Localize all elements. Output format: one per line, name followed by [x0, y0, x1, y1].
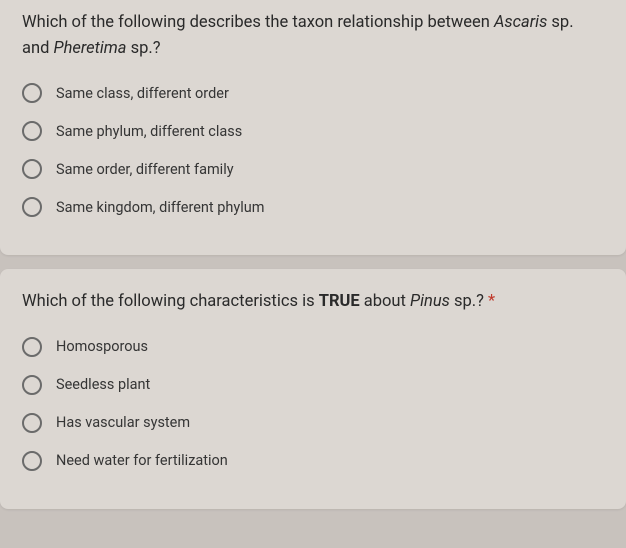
option-label: Has vascular system — [56, 414, 190, 431]
option-row[interactable]: Same class, different order — [22, 83, 604, 103]
prompt-part: about — [360, 292, 410, 311]
option-label: Same class, different order — [56, 85, 229, 102]
radio-icon[interactable] — [22, 337, 42, 357]
prompt-part: Pinus — [410, 292, 450, 311]
option-label: Same phylum, different class — [56, 123, 242, 140]
radio-icon[interactable] — [22, 413, 42, 433]
question-prompt: Which of the following describes the tax… — [22, 10, 604, 61]
option-row[interactable]: Seedless plant — [22, 375, 604, 395]
option-row[interactable]: Need water for fertilization — [22, 451, 604, 471]
prompt-part: Which of the following characteristics i… — [22, 292, 319, 311]
prompt-part: sp.? — [450, 292, 488, 311]
prompt-part: TRUE — [319, 292, 360, 311]
option-row[interactable]: Same phylum, different class — [22, 121, 604, 141]
option-label: Same kingdom, different phylum — [56, 199, 264, 216]
option-row[interactable]: Homosporous — [22, 337, 604, 357]
question-card: Which of the following characteristics i… — [0, 269, 626, 509]
prompt-part: Ascaris — [494, 13, 547, 32]
radio-icon[interactable] — [22, 83, 42, 103]
option-row[interactable]: Same order, different family — [22, 159, 604, 179]
required-asterisk: * — [488, 292, 495, 311]
question-card: Which of the following describes the tax… — [0, 0, 626, 255]
option-label: Need water for fertilization — [56, 452, 228, 469]
option-label: Same order, different family — [56, 161, 234, 178]
radio-icon[interactable] — [22, 159, 42, 179]
question-prompt: Which of the following characteristics i… — [22, 289, 604, 315]
radio-icon[interactable] — [22, 121, 42, 141]
prompt-part: Pheretima — [54, 39, 127, 58]
prompt-part: Which of the following describes the tax… — [22, 13, 494, 32]
prompt-part: sp.? — [127, 39, 161, 58]
radio-icon[interactable] — [22, 197, 42, 217]
option-label: Homosporous — [56, 338, 148, 355]
option-row[interactable]: Has vascular system — [22, 413, 604, 433]
option-row[interactable]: Same kingdom, different phylum — [22, 197, 604, 217]
radio-icon[interactable] — [22, 451, 42, 471]
radio-icon[interactable] — [22, 375, 42, 395]
option-label: Seedless plant — [56, 376, 150, 393]
